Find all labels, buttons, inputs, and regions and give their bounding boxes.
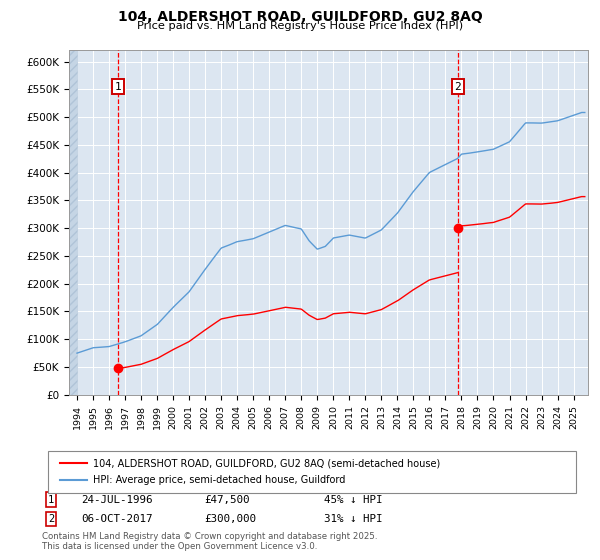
Text: 1: 1 [115,82,121,92]
Text: £47,500: £47,500 [204,494,250,505]
Text: This data is licensed under the Open Government Licence v3.0.: This data is licensed under the Open Gov… [42,542,317,551]
Text: 2: 2 [454,82,461,92]
Text: 06-OCT-2017: 06-OCT-2017 [81,514,152,524]
Bar [69,50,77,395]
Text: 104, ALDERSHOT ROAD, GUILDFORD, GU2 8AQ (semi-detached house): 104, ALDERSHOT ROAD, GUILDFORD, GU2 8AQ … [93,458,440,468]
Text: £300,000: £300,000 [204,514,256,524]
Text: HPI: Average price, semi-detached house, Guildford: HPI: Average price, semi-detached house,… [93,475,346,485]
Text: 2: 2 [48,514,54,524]
Text: Price paid vs. HM Land Registry's House Price Index (HPI): Price paid vs. HM Land Registry's House … [137,21,463,31]
Text: 1: 1 [48,494,54,505]
Text: 104, ALDERSHOT ROAD, GUILDFORD, GU2 8AQ: 104, ALDERSHOT ROAD, GUILDFORD, GU2 8AQ [118,10,482,24]
Text: 31% ↓ HPI: 31% ↓ HPI [324,514,383,524]
Text: 45% ↓ HPI: 45% ↓ HPI [324,494,383,505]
Text: 24-JUL-1996: 24-JUL-1996 [81,494,152,505]
Text: Contains HM Land Registry data © Crown copyright and database right 2025.: Contains HM Land Registry data © Crown c… [42,532,377,541]
